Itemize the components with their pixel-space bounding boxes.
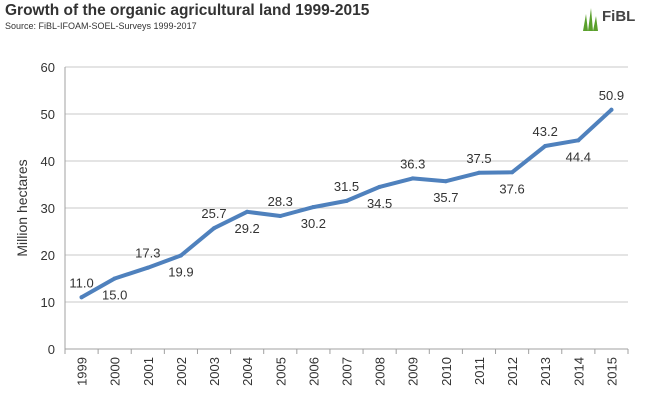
data-label: 25.7 — [201, 206, 226, 221]
y-axis-label: Million hectares — [14, 159, 30, 256]
data-label: 19.9 — [168, 264, 193, 279]
y-tick-label: 20 — [41, 248, 55, 263]
y-tick-label: 60 — [41, 60, 55, 75]
data-point — [311, 205, 316, 210]
data-point — [245, 209, 250, 214]
data-label: 31.5 — [334, 179, 359, 194]
x-tick-label: 2012 — [505, 357, 520, 386]
x-tick-label: 2010 — [439, 357, 454, 386]
fibl-logo-text: FiBL — [602, 8, 636, 25]
data-point — [145, 265, 150, 270]
data-point — [443, 179, 448, 184]
data-point — [543, 143, 548, 148]
data-label: 44.4 — [566, 149, 591, 164]
gridlines — [65, 66, 628, 303]
fibl-logo: FiBL — [580, 4, 648, 34]
data-label: 30.2 — [301, 216, 326, 231]
chart-source: Source: FiBL-IFOAM-SOEL-Surveys 1999-201… — [5, 21, 197, 31]
fibl-logo-icon — [583, 8, 598, 31]
data-label: 15.0 — [102, 288, 127, 303]
data-label: 36.3 — [400, 156, 425, 171]
x-tick-label: 2006 — [306, 357, 321, 386]
x-tick-label: 2001 — [141, 357, 156, 386]
data-point — [377, 184, 382, 189]
data-point — [344, 198, 349, 203]
data-point — [410, 176, 415, 181]
y-tick-label: 40 — [41, 154, 55, 169]
x-tick-label: 2004 — [240, 357, 255, 386]
data-point — [112, 276, 117, 281]
x-tick-label: 2014 — [571, 357, 586, 386]
data-point — [178, 253, 183, 258]
data-label: 11.0 — [69, 275, 93, 290]
data-label: 17.3 — [135, 246, 160, 261]
data-label: 28.3 — [268, 194, 293, 209]
data-labels: 11.0 15.0 17.3 19.9 25.7 29.2 28.3 30.2 31.5 34.5… — [69, 88, 624, 303]
data-point — [278, 213, 283, 218]
y-tick-label: 50 — [41, 107, 55, 122]
x-tick-label: 2008 — [373, 357, 388, 386]
data-point — [212, 226, 217, 231]
x-tick-label: 2002 — [174, 357, 189, 386]
x-tick-label: 2011 — [472, 357, 487, 385]
data-label: 50.9 — [599, 88, 624, 103]
data-point — [79, 295, 84, 300]
x-tick-label: 2003 — [207, 357, 222, 386]
y-tick-label: 0 — [48, 342, 55, 357]
x-tick-label: 2015 — [604, 357, 619, 386]
x-tick-label: 2009 — [406, 357, 421, 386]
x-tick-label: 2013 — [538, 357, 553, 386]
data-label: 29.2 — [234, 221, 259, 236]
y-tick-label: 10 — [41, 295, 55, 310]
data-label: 37.5 — [466, 151, 491, 166]
x-tick-label: 2000 — [108, 357, 123, 386]
axes: 0 10 20 30 40 50 60 1999 2000 2001 2002 2003 2004 200… — [41, 60, 629, 386]
data-label: 35.7 — [433, 190, 458, 205]
data-label: 43.2 — [533, 124, 558, 139]
chart-title: Growth of the organic agricultural land … — [5, 2, 370, 19]
x-tick-label: 2007 — [340, 357, 355, 386]
x-tick-label: 1999 — [75, 357, 90, 386]
series-organic-land — [79, 107, 614, 300]
x-tick-label: 2005 — [273, 357, 288, 386]
data-point — [576, 138, 581, 143]
y-tick-label: 30 — [41, 201, 55, 216]
data-label: 34.5 — [367, 196, 392, 211]
data-label: 37.6 — [499, 181, 524, 196]
data-point — [476, 170, 481, 175]
data-point — [510, 170, 515, 175]
data-point — [609, 107, 614, 112]
